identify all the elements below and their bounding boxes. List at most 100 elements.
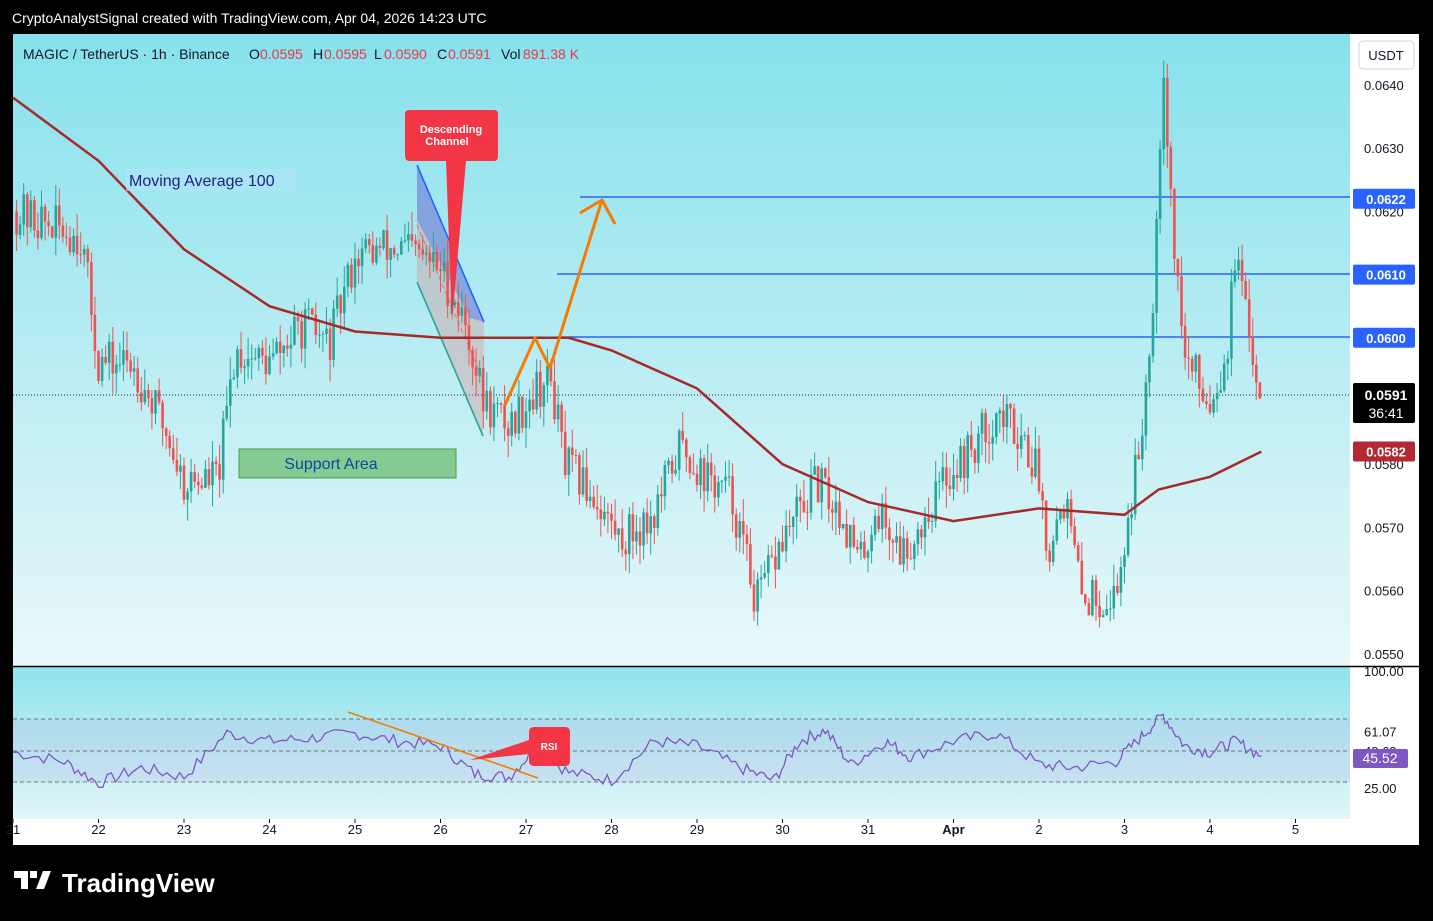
candle-body bbox=[132, 368, 136, 372]
support-area-box[interactable] bbox=[238, 448, 457, 479]
rsi-callout[interactable] bbox=[470, 727, 570, 766]
candle-body bbox=[688, 457, 692, 473]
candle-body bbox=[670, 460, 674, 474]
candle-body bbox=[1062, 510, 1066, 519]
candle-body bbox=[585, 467, 588, 502]
candle-body bbox=[1173, 189, 1176, 259]
candle-body bbox=[214, 461, 218, 465]
candle-body bbox=[977, 433, 980, 463]
candle-body bbox=[1162, 77, 1165, 150]
price-badge-2 bbox=[1353, 327, 1415, 348]
time-tick-14: 4 bbox=[1206, 822, 1213, 837]
price-pane-background bbox=[13, 34, 1419, 666]
candle-body bbox=[995, 413, 998, 437]
candle-body bbox=[33, 200, 36, 231]
candle-body bbox=[1080, 560, 1084, 595]
candle-body bbox=[970, 435, 973, 450]
time-axis-background bbox=[13, 819, 1419, 845]
candle-body bbox=[624, 549, 628, 555]
candle-body bbox=[471, 350, 474, 368]
currency-button[interactable] bbox=[1358, 40, 1415, 70]
time-axis[interactable]: 21 22 23 24 25 26 27 28 29 30 31 Apr 2 3 4 5 bbox=[6, 819, 1299, 837]
candle-body bbox=[1237, 259, 1240, 271]
candle-body bbox=[271, 353, 275, 357]
candle-body bbox=[93, 314, 97, 351]
tradingview-brand: TradingView bbox=[14, 868, 215, 899]
candle-body bbox=[599, 509, 603, 520]
candle-body bbox=[571, 447, 574, 455]
candle-body bbox=[952, 474, 955, 489]
candle-body bbox=[574, 455, 578, 456]
candle-body bbox=[934, 481, 937, 521]
candle-body bbox=[991, 436, 994, 444]
candle-body bbox=[1116, 586, 1119, 593]
candle-body bbox=[848, 524, 852, 548]
candle-body bbox=[403, 240, 407, 242]
candle-body bbox=[692, 472, 695, 474]
candle-body bbox=[799, 496, 802, 502]
candle-body bbox=[253, 358, 257, 360]
descending-channel-callout[interactable] bbox=[405, 110, 498, 322]
candle-body bbox=[1198, 355, 1201, 389]
candle-body bbox=[50, 226, 54, 238]
symbol-name: MAGIC / TetherUS · 1h · Binance bbox=[23, 46, 230, 62]
descending-channel-label-2: Channel bbox=[425, 136, 468, 148]
candle-body bbox=[22, 194, 25, 225]
high-label: H bbox=[313, 46, 323, 62]
candle-body bbox=[834, 501, 838, 513]
candle-body bbox=[321, 334, 325, 335]
projection-path[interactable] bbox=[503, 199, 604, 406]
candle-body bbox=[1005, 404, 1009, 428]
candle-body bbox=[542, 385, 546, 407]
candle-body bbox=[1098, 606, 1101, 618]
candle-body bbox=[503, 404, 506, 429]
time-tick-0: 21 bbox=[6, 822, 20, 837]
candle-body bbox=[681, 430, 684, 440]
symbol-legend[interactable]: MAGIC / TetherUS · 1h · Binance O 0.0595… bbox=[23, 46, 580, 62]
candle-body bbox=[157, 390, 161, 403]
candle-body bbox=[667, 460, 670, 465]
candle-body bbox=[143, 390, 147, 403]
tradingview-logo-icon bbox=[14, 868, 54, 899]
candle-body bbox=[175, 459, 179, 472]
candle-body bbox=[1101, 614, 1105, 618]
candle-body bbox=[767, 555, 770, 573]
candle-body bbox=[26, 194, 29, 228]
candle-body bbox=[442, 261, 446, 271]
candle-body bbox=[485, 390, 489, 412]
candle-body bbox=[916, 529, 920, 545]
time-tick-6: 27 bbox=[519, 822, 533, 837]
price-badge-1 bbox=[1353, 264, 1415, 285]
candle-body bbox=[1144, 382, 1148, 436]
candle-body bbox=[770, 555, 774, 557]
candle-body bbox=[286, 345, 289, 349]
candle-body bbox=[528, 399, 531, 412]
candle-body bbox=[831, 509, 834, 513]
candle-body bbox=[1105, 609, 1108, 615]
candle-body bbox=[685, 439, 688, 458]
candle-body bbox=[489, 390, 492, 428]
candle-body bbox=[250, 358, 253, 360]
candle-body bbox=[357, 258, 360, 267]
close-label: C bbox=[437, 46, 447, 62]
candle-body bbox=[913, 544, 916, 560]
candle-body bbox=[870, 534, 873, 552]
candle-body bbox=[375, 245, 378, 263]
candle-body bbox=[439, 269, 442, 271]
candle-body bbox=[781, 541, 784, 552]
candle-body bbox=[788, 525, 791, 527]
candle-body bbox=[980, 412, 984, 434]
candle-body bbox=[1109, 608, 1112, 610]
candle-body bbox=[1247, 299, 1251, 339]
rsi-divergence-line[interactable] bbox=[347, 711, 539, 779]
candle-body bbox=[1201, 388, 1205, 402]
projection-arrowhead bbox=[579, 198, 617, 225]
candle-body bbox=[218, 464, 221, 480]
candle-body bbox=[150, 398, 154, 414]
candle-body bbox=[827, 477, 831, 510]
candle-body bbox=[984, 412, 987, 443]
rsi-line bbox=[12, 713, 1262, 789]
candle-body bbox=[43, 206, 47, 222]
candle-body bbox=[207, 469, 211, 486]
